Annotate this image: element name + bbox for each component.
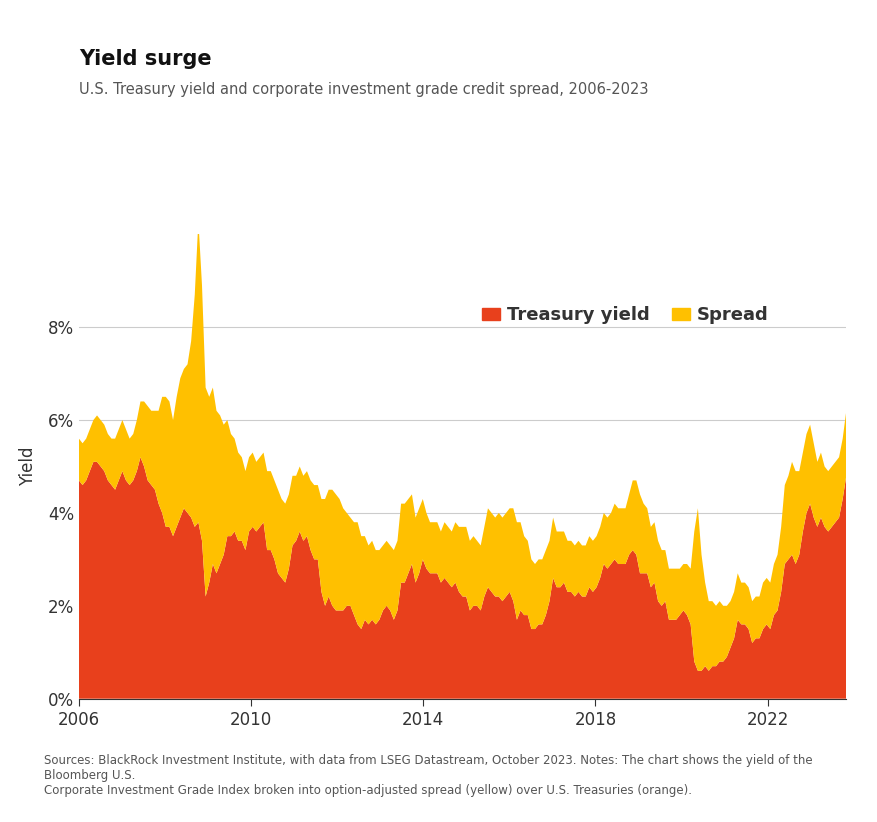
Text: Yield surge: Yield surge bbox=[79, 49, 211, 69]
Text: Sources: BlackRock Investment Institute, with data from LSEG Datastream, October: Sources: BlackRock Investment Institute,… bbox=[44, 755, 812, 797]
Y-axis label: Yield: Yield bbox=[18, 446, 37, 487]
Text: U.S. Treasury yield and corporate investment grade credit spread, 2006-2023: U.S. Treasury yield and corporate invest… bbox=[79, 82, 648, 97]
Legend: Treasury yield, Spread: Treasury yield, Spread bbox=[474, 299, 776, 331]
